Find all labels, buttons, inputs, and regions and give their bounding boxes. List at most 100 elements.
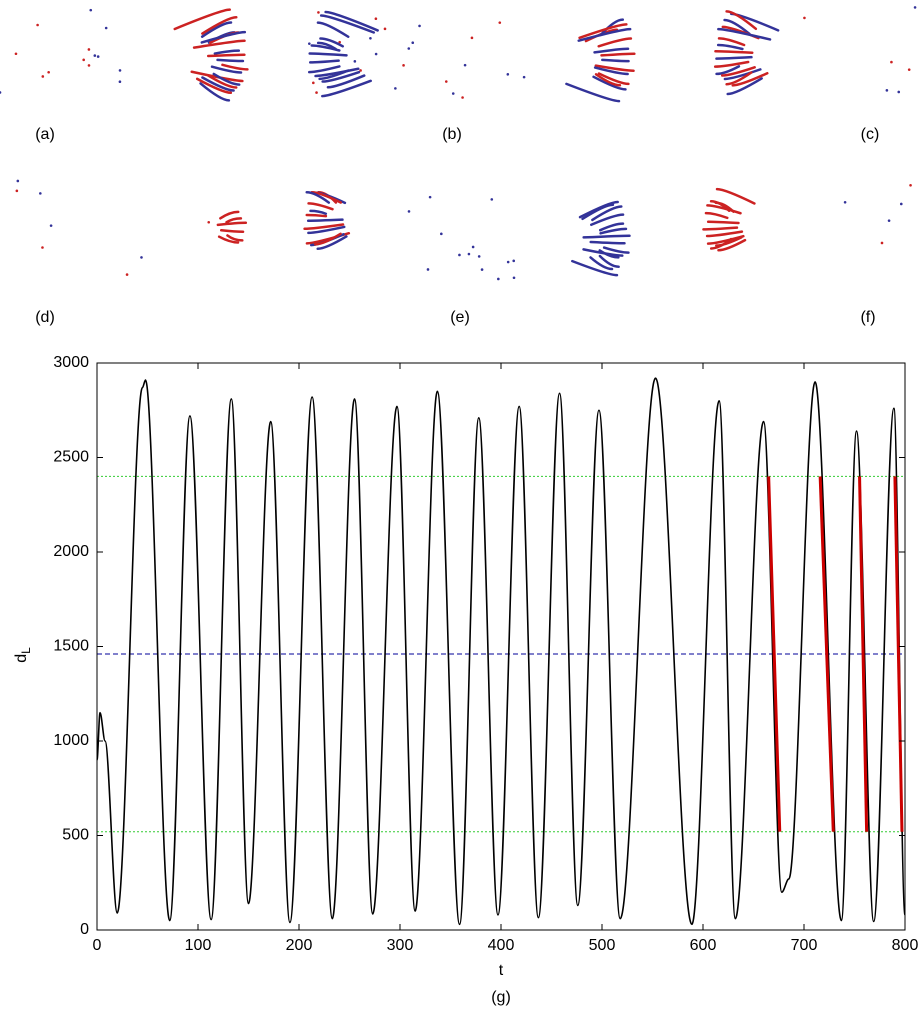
particle — [317, 11, 320, 14]
y-tick-label: 500 — [62, 827, 89, 844]
particle-panels — [0, 6, 917, 281]
data-line — [96, 377, 906, 926]
trajectory — [219, 228, 245, 233]
trajectory — [321, 79, 372, 98]
particle — [890, 60, 893, 64]
trajectory — [597, 37, 633, 48]
particle — [913, 6, 917, 9]
trajectory — [321, 70, 361, 83]
trajectory — [715, 236, 743, 247]
particle — [471, 245, 475, 249]
x-tick-label: 100 — [185, 937, 212, 954]
panel-label: (f) — [860, 309, 875, 326]
trajectory — [314, 232, 342, 246]
trajectory — [212, 72, 241, 86]
trajectory — [720, 66, 756, 77]
trajectory — [577, 27, 632, 42]
particle — [411, 41, 415, 44]
trajectory — [592, 75, 627, 91]
trajectory — [598, 249, 620, 259]
trajectory — [731, 71, 769, 87]
trajectory — [308, 59, 340, 64]
trajectory — [314, 67, 360, 78]
particle — [47, 70, 50, 74]
particle — [15, 189, 19, 193]
trajectory — [589, 240, 626, 245]
trajectory — [192, 39, 246, 49]
trajectory — [226, 234, 244, 242]
particle — [374, 17, 378, 21]
particle — [394, 87, 397, 90]
x-tick-label: 700 — [791, 937, 818, 954]
particle — [87, 64, 91, 67]
trajectory — [216, 58, 245, 63]
particle — [41, 75, 45, 78]
particle — [907, 68, 911, 71]
particle — [369, 37, 372, 40]
particle — [887, 219, 891, 222]
particle — [426, 268, 430, 271]
particle — [458, 253, 461, 257]
trajectory — [599, 18, 625, 37]
trajectory — [201, 15, 238, 35]
trajectory — [594, 64, 635, 72]
trajectory — [584, 28, 619, 43]
trajectory — [326, 74, 366, 89]
particle — [207, 220, 211, 224]
particle — [480, 268, 484, 271]
trajectory — [594, 73, 622, 87]
highlight-segment — [858, 476, 869, 832]
y-label-sub: L — [19, 647, 33, 654]
trajectory — [318, 69, 350, 81]
particle — [338, 40, 341, 44]
trajectory — [217, 235, 240, 244]
trajectory — [714, 50, 754, 55]
y-tick-label: 0 — [80, 921, 89, 938]
trajectory — [310, 44, 341, 52]
trajectory — [190, 70, 244, 83]
y-tick-label: 1500 — [53, 638, 89, 655]
trajectory — [600, 52, 636, 57]
trajectory — [216, 221, 248, 227]
particle — [140, 256, 143, 259]
particle — [512, 259, 516, 263]
trajectory — [715, 65, 741, 76]
caption: (g) — [491, 989, 511, 1006]
particle — [36, 23, 39, 27]
particle — [463, 63, 467, 67]
trajectory — [199, 82, 231, 102]
particle — [118, 80, 122, 84]
trajectory — [713, 60, 750, 68]
trajectory — [305, 191, 331, 204]
particle — [87, 48, 91, 51]
particle — [470, 36, 474, 40]
trajectory — [201, 76, 235, 92]
particle — [451, 92, 455, 95]
panel-label: (d) — [35, 309, 55, 326]
trajectory — [717, 27, 772, 41]
particle — [407, 47, 411, 50]
trajectory — [221, 63, 249, 71]
trajectory — [598, 254, 620, 269]
particle — [506, 260, 510, 264]
x-tick-label: 500 — [589, 937, 616, 954]
trajectory — [706, 204, 742, 215]
particle — [497, 277, 500, 281]
trajectory — [705, 230, 744, 238]
particle — [880, 241, 884, 245]
trajectory — [702, 226, 739, 231]
plot-frame — [96, 362, 906, 931]
particle — [899, 202, 903, 206]
trajectory — [316, 235, 348, 251]
trajectory — [324, 10, 379, 32]
particle — [312, 81, 315, 85]
particle — [14, 52, 18, 56]
trajectory — [309, 209, 328, 215]
particle — [477, 255, 481, 258]
x-tick-label: 400 — [488, 937, 515, 954]
trajectory — [602, 246, 630, 254]
trajectory — [717, 238, 747, 252]
trajectory — [303, 223, 345, 231]
particle — [444, 80, 448, 83]
trajectory — [210, 65, 243, 74]
